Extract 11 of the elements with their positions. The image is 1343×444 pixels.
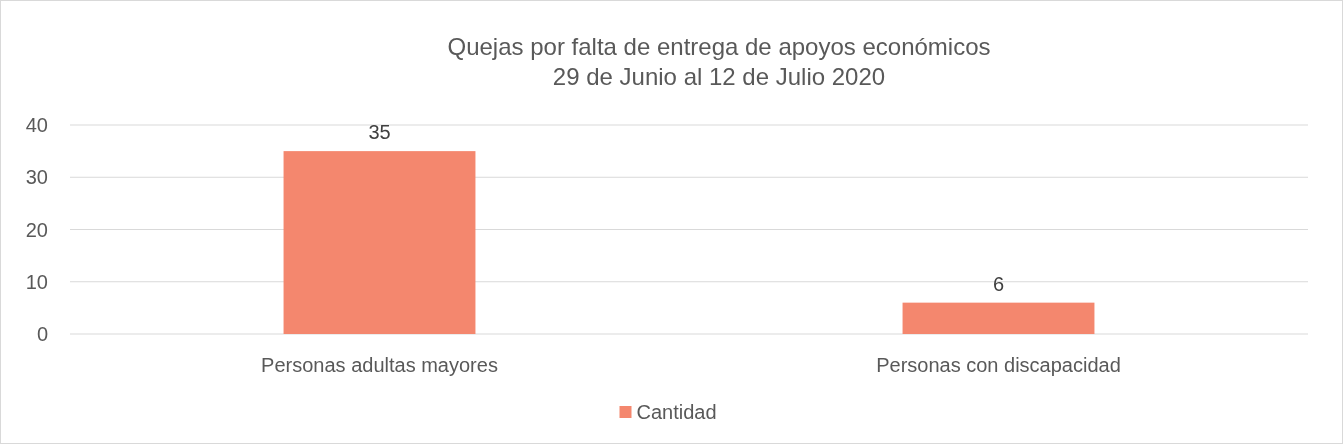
x-tick-label: Personas con discapacidad xyxy=(876,354,1121,376)
x-tick-label: Personas adultas mayores xyxy=(261,354,498,376)
data-label: 6 xyxy=(992,272,1005,295)
data-label: 35 xyxy=(368,121,391,144)
y-tick-label: 40 xyxy=(25,114,48,136)
y-tick-label: 0 xyxy=(36,323,48,345)
chart-title: Quejas por falta de entrega de apoyos económicos 29 de Junio al 12 de Julio 2020 xyxy=(447,33,991,90)
legend-label: Cantidad xyxy=(636,401,717,423)
y-tick-label: 10 xyxy=(25,270,48,293)
y-tick-label: 30 xyxy=(25,166,48,189)
y-tick-label: 20 xyxy=(25,218,48,241)
